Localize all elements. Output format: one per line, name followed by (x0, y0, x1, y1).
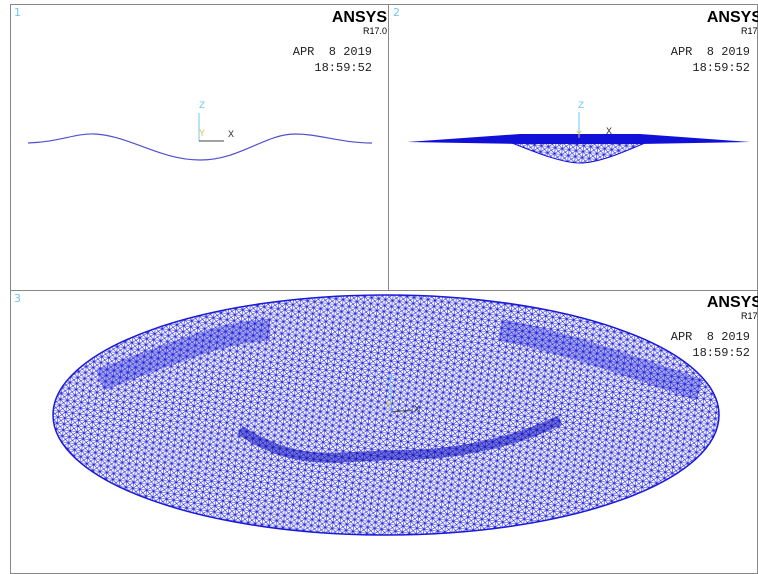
mesh-trough (237, 415, 563, 463)
viewport-number: 1 (14, 6, 21, 19)
axis-label: X (228, 130, 234, 141)
version: R17.0 (363, 26, 387, 36)
date: APR 8 2019 (671, 330, 750, 344)
mesh-surface (53, 295, 719, 535)
axis-label: X (414, 405, 420, 416)
axis-label: Y (576, 130, 582, 141)
deformed-profile (27, 133, 373, 161)
axis-label: X (606, 127, 612, 138)
axis-x (390, 409, 413, 413)
date: APR 8 2019 (293, 45, 372, 59)
time: 18:59:52 (692, 346, 750, 360)
time: 18:59:52 (314, 61, 372, 75)
axis-label: Y (386, 401, 392, 412)
logo: ANSYS (707, 9, 758, 26)
logo: ANSYS (332, 9, 387, 26)
logo: ANSYS (707, 294, 758, 311)
date: APR 8 2019 (671, 45, 750, 59)
axis-label: Z (199, 101, 205, 112)
viewport-1: 1 ANSYS R17.0 APR 8 2019 18:59:52 Z Y X (14, 6, 387, 161)
version: R17. (741, 311, 758, 321)
viewport-number: 3 (14, 292, 21, 305)
viewport-3: 3 ANSYS R17. APR 8 2019 18:59:52 Z Y X (14, 292, 758, 536)
axis-label: Z (578, 101, 584, 112)
viewport-number: 2 (393, 6, 400, 19)
mesh-dip (511, 142, 646, 164)
version: R17. (741, 26, 758, 36)
axis-label: Y (199, 129, 205, 140)
viewport-2: 2 ANSYS R17. APR 8 2019 18:59:52 Z Y X (393, 6, 758, 164)
mesh-edge-view (407, 134, 750, 144)
axis-label: Z (388, 375, 394, 386)
time: 18:59:52 (692, 61, 750, 75)
mesh-shading (96, 319, 704, 401)
